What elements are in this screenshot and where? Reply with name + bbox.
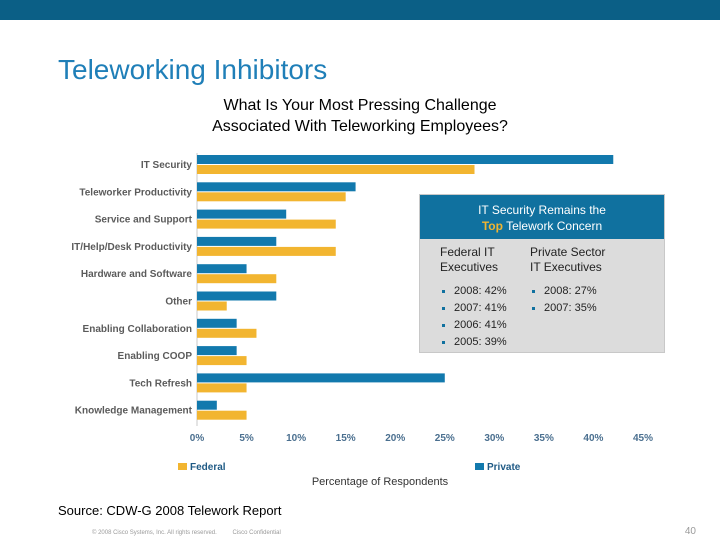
legend-label-private: Private — [487, 462, 521, 473]
question-line-1: What Is Your Most Pressing Challenge — [223, 97, 497, 114]
callout-header-line-1: IT Security Remains the — [478, 203, 606, 217]
bar-federal — [197, 383, 247, 393]
federal-list: 2008: 42% 2007: 41% 2006: 41% 2005: 39% — [440, 283, 550, 351]
x-tick-label: 0% — [190, 433, 205, 444]
x-tick-label: 35% — [534, 433, 554, 444]
bar-private — [197, 182, 356, 192]
bar-federal — [197, 356, 247, 366]
federal-column: Federal IT Executives 2008: 42% 2007: 41… — [440, 245, 550, 351]
legend-swatch-private — [475, 463, 484, 470]
federal-list-item: 2008: 42% — [440, 283, 550, 300]
bar-federal — [197, 328, 257, 338]
x-tick-label: 30% — [484, 433, 504, 444]
bar-private — [197, 373, 445, 383]
bar-federal — [197, 301, 227, 311]
callout-header-rest: Telework Concern — [502, 219, 603, 233]
bar-private — [197, 236, 277, 246]
bar-federal — [197, 192, 346, 202]
x-tick-label: 25% — [435, 433, 455, 444]
top-bar — [0, 0, 720, 20]
x-tick-label: 5% — [239, 433, 254, 444]
federal-heading-2: Executives — [440, 260, 499, 274]
category-label: Tech Refresh — [129, 378, 192, 389]
x-tick-label: 40% — [583, 433, 603, 444]
chart-question: What Is Your Most Pressing Challenge Ass… — [130, 95, 590, 137]
category-label: Enabling COOP — [118, 351, 193, 362]
category-label: Other — [165, 297, 192, 308]
category-label: IT Security — [141, 160, 193, 171]
x-tick-label: 15% — [336, 433, 356, 444]
private-heading-2: IT Executives — [530, 260, 602, 274]
callout-box: IT Security Remains the Top Telework Con… — [419, 194, 665, 353]
bar-federal — [197, 165, 475, 174]
question-line-2: Associated With Teleworking Employees? — [212, 118, 508, 135]
x-tick-label: 20% — [385, 433, 405, 444]
category-label: IT/Help/Desk Productivity — [71, 242, 192, 253]
source-note: Source: CDW-G 2008 Telework Report — [58, 503, 282, 518]
federal-heading-1: Federal IT — [440, 245, 495, 259]
private-list-item: 2007: 35% — [530, 300, 640, 317]
private-list-item: 2008: 27% — [530, 283, 640, 300]
category-label: Hardware and Software — [81, 269, 193, 280]
bar-private — [197, 291, 277, 301]
bar-federal — [197, 410, 247, 420]
x-tick-label: 45% — [633, 433, 653, 444]
footer-confidential: Cisco Confidential — [232, 530, 281, 536]
footer: © 2008 Cisco Systems, Inc. All rights re… — [92, 530, 281, 536]
legend-swatch-federal — [178, 463, 187, 470]
bar-private — [197, 264, 247, 274]
bar-federal — [197, 219, 336, 229]
callout-header-line-2: Top Telework Concern — [420, 218, 664, 234]
bar-federal — [197, 274, 277, 284]
callout-top-word: Top — [481, 219, 503, 233]
legend-label-federal: Federal — [190, 462, 226, 473]
bar-private — [197, 318, 237, 328]
x-tick-label: 10% — [286, 433, 306, 444]
federal-list-item: 2005: 39% — [440, 334, 550, 351]
bar-private — [197, 400, 217, 410]
bar-private — [197, 155, 614, 164]
x-axis-title: Percentage of Respondents — [311, 476, 449, 488]
category-label: Knowledge Management — [75, 406, 193, 417]
bar-private — [197, 346, 237, 356]
federal-list-item: 2006: 41% — [440, 317, 550, 334]
category-label: Enabling Collaboration — [83, 324, 192, 335]
category-label: Service and Support — [95, 215, 193, 226]
bar-federal — [197, 246, 336, 256]
bar-private — [197, 209, 287, 219]
private-column: Private Sector IT Executives 2008: 27% 2… — [530, 245, 640, 317]
page-number: 40 — [684, 526, 696, 537]
slide-title: Teleworking Inhibitors — [58, 54, 328, 85]
callout-header: IT Security Remains the Top Telework Con… — [420, 195, 664, 239]
footer-copyright: © 2008 Cisco Systems, Inc. All rights re… — [92, 530, 217, 536]
private-list: 2008: 27% 2007: 35% — [530, 283, 640, 317]
federal-list-item: 2007: 41% — [440, 300, 550, 317]
category-label: Teleworker Productivity — [79, 187, 192, 198]
private-heading-1: Private Sector — [530, 245, 606, 259]
